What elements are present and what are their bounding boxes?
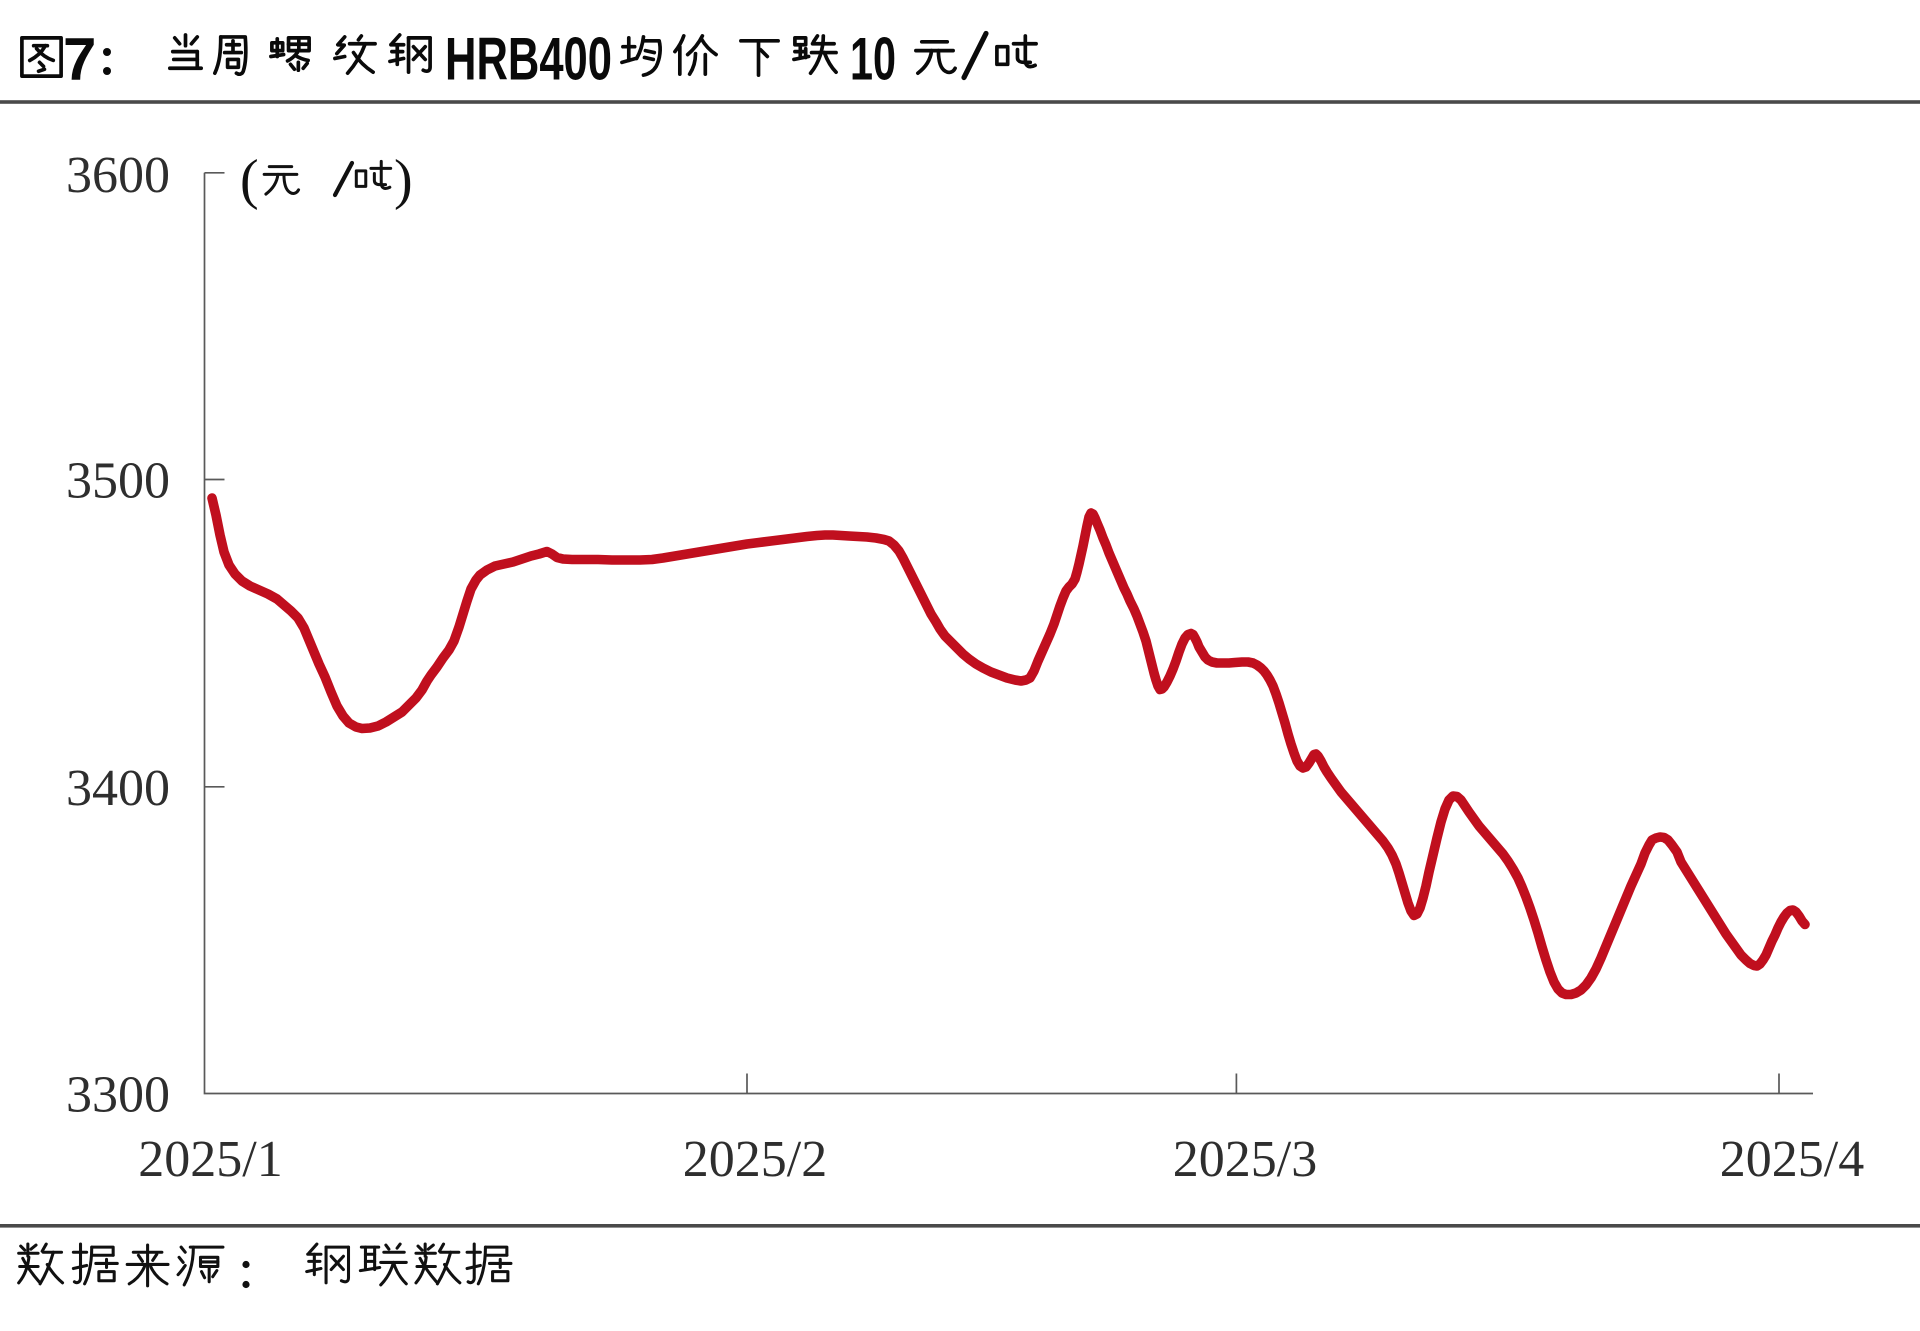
svg-text:10: 10 xyxy=(850,26,896,93)
svg-text:HRB400: HRB400 xyxy=(445,26,612,93)
svg-text:2025/1: 2025/1 xyxy=(138,1131,282,1188)
svg-text:3300: 3300 xyxy=(66,1067,170,1124)
svg-text:3600: 3600 xyxy=(66,147,170,204)
svg-text:2025/3: 2025/3 xyxy=(1173,1131,1317,1188)
svg-text:3400: 3400 xyxy=(66,760,170,817)
svg-text:2025/2: 2025/2 xyxy=(683,1131,827,1188)
svg-text:2025/4: 2025/4 xyxy=(1720,1131,1864,1188)
svg-text:(: ( xyxy=(240,149,259,211)
svg-text:3500: 3500 xyxy=(66,453,170,510)
svg-text:7: 7 xyxy=(63,26,96,93)
svg-text:): ) xyxy=(394,149,413,211)
